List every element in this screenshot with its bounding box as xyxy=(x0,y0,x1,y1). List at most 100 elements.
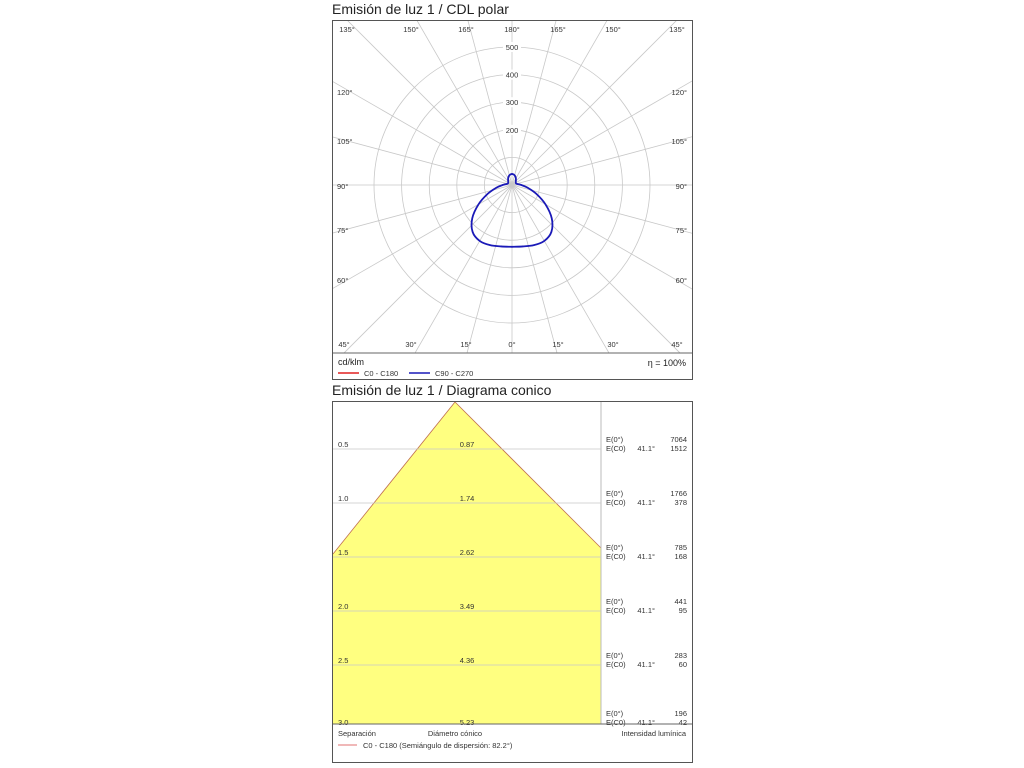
cone-e0-value: 196 xyxy=(674,709,687,718)
legend-label-c90-c270: C90 - C270 xyxy=(435,369,473,378)
polar-angle-label-top: 165° xyxy=(458,25,474,34)
polar-angle-label-bottom: 0° xyxy=(508,340,515,349)
polar-angle-label-top: 180° xyxy=(504,25,520,34)
cone-diagram-panel: 0.5 0.87 E(0°) E(C0) 41.1° 7064 1512 1.0 1.74 E(0… xyxy=(332,401,693,763)
polar-angle-label-bottom: 30° xyxy=(405,340,416,349)
cone-distance-label: 2.5 xyxy=(338,656,348,665)
cone-edge-right xyxy=(454,401,602,549)
cone-diameter-label: 4.36 xyxy=(460,656,475,665)
polar-angle-label-bottom: 45° xyxy=(338,340,349,349)
polar-spoke-315 xyxy=(228,184,513,469)
polar-radial-label-bg xyxy=(503,42,521,52)
cone-distance-label: 1.5 xyxy=(338,548,348,557)
cone-e0-value: 7064 xyxy=(670,435,687,444)
polar-radial-labels: 200 300 400 500 xyxy=(503,42,521,135)
cone-distance-label: 0.5 xyxy=(338,440,348,449)
cone-ec0-value: 168 xyxy=(674,552,687,561)
cone-e0-label: E(0°) xyxy=(606,489,624,498)
cone-ec0-value: 42 xyxy=(679,718,687,727)
polar-angle-label-bottom: 15° xyxy=(552,340,563,349)
cone-ec0-label: E(C0) xyxy=(606,498,626,507)
polar-angle-label-right: 120° xyxy=(671,88,687,97)
polar-angle-label-left: 105° xyxy=(337,137,353,146)
cone-footer-diameter: Diámetro cónico xyxy=(428,729,482,738)
cone-chart-title: Emisión de luz 1 / Diagrama conico xyxy=(332,382,552,398)
cone-e0-value: 1766 xyxy=(670,489,687,498)
polar-angle-label-top: 135° xyxy=(669,25,685,34)
polar-angle-label-bottom: 30° xyxy=(607,340,618,349)
polar-spoke-195 xyxy=(462,0,513,186)
polar-angle-label-right: 105° xyxy=(671,137,687,146)
cone-e0-value: 441 xyxy=(674,597,687,606)
cone-e0-label: E(0°) xyxy=(606,709,624,718)
polar-angle-label-bottom: 15° xyxy=(460,340,471,349)
cone-fill-area xyxy=(333,402,601,724)
cone-e0-value: 283 xyxy=(674,651,687,660)
cone-angle-label: 41.1° xyxy=(637,660,655,669)
cone-footer-intensity: Intensidad lumínica xyxy=(621,729,686,738)
polar-chart-svg: 135° 150° 165° 180° 165° 150° 135° 45° 30° 15° 0° 1… xyxy=(112,0,912,585)
cone-edge-left xyxy=(332,401,456,555)
polar-radial-label: 300 xyxy=(506,98,519,107)
polar-spoke-120 xyxy=(511,0,834,186)
cone-e0-label: E(0°) xyxy=(606,435,624,444)
polar-footer-mask xyxy=(333,353,692,383)
polar-spoke-345 xyxy=(408,184,513,572)
polar-curve-c90-c270 xyxy=(470,173,554,248)
cone-ec0-value: 1512 xyxy=(670,444,687,453)
polar-spoke-225 xyxy=(326,0,513,186)
cone-ec0-value: 60 xyxy=(679,660,687,669)
polar-radial-label: 200 xyxy=(506,126,519,135)
cone-angle-label: 41.1° xyxy=(637,498,655,507)
cone-ec0-label: E(C0) xyxy=(606,444,626,453)
cone-legend-label: C0 - C180 (Semiángulo de dispersión: 82.… xyxy=(363,741,513,750)
polar-angle-labels: 135° 150° 165° 180° 165° 150° 135° 45° 30° 15° 0° 1… xyxy=(337,25,687,349)
polar-curves xyxy=(470,173,554,248)
polar-radial-label: 500 xyxy=(506,43,519,52)
cone-ec0-label: E(C0) xyxy=(606,606,626,615)
polar-spoke-330 xyxy=(311,184,513,532)
cone-ec0-label: E(C0) xyxy=(606,660,626,669)
cone-distance-label: 3.0 xyxy=(338,718,348,727)
cone-angle-label: 41.1° xyxy=(637,606,655,615)
polar-radial-label-bg xyxy=(503,97,521,108)
polar-spoke-30 xyxy=(511,184,713,532)
polar-angle-label-bottom: 45° xyxy=(671,340,682,349)
polar-spoke-165 xyxy=(511,0,562,186)
cone-angle-label: 41.1° xyxy=(637,718,655,727)
cone-footer-separation: Separación xyxy=(338,729,376,738)
cone-ec0-label: E(C0) xyxy=(606,718,626,727)
polar-radial-label: 400 xyxy=(506,71,519,80)
cone-diameter-label: 1.74 xyxy=(460,494,475,503)
cone-ec0-label: E(C0) xyxy=(606,552,626,561)
polar-angle-label-right: 90° xyxy=(676,182,687,191)
cone-distance-label: 1.0 xyxy=(338,494,348,503)
cone-ec0-value: 378 xyxy=(674,498,687,507)
cone-e0-label: E(0°) xyxy=(606,651,624,660)
polar-spoke-240 xyxy=(190,0,513,186)
polar-spoke-45 xyxy=(511,184,796,469)
cone-e0-label: E(0°) xyxy=(606,543,624,552)
polar-spoke-150 xyxy=(511,0,620,186)
polar-spoke-210 xyxy=(404,0,513,186)
cone-distance-label: 2.0 xyxy=(338,602,348,611)
cone-diameter-label: 0.87 xyxy=(460,440,475,449)
cone-ec0-value: 95 xyxy=(679,606,687,615)
polar-spoke-60 xyxy=(511,184,859,386)
polar-chart-panel: 135° 150° 165° 180° 165° 150° 135° 45° 30° 15° 0° 1… xyxy=(112,0,912,585)
polar-angle-label-left: 120° xyxy=(337,88,353,97)
cone-e0-value: 785 xyxy=(674,543,687,552)
polar-angle-label-left: 60° xyxy=(337,276,348,285)
polar-unit-label: cd/klm xyxy=(338,357,364,367)
polar-angle-label-top: 165° xyxy=(550,25,566,34)
cone-e0-label: E(0°) xyxy=(606,597,624,606)
polar-angle-label-top: 150° xyxy=(605,25,621,34)
cone-diameter-label: 5.23 xyxy=(460,718,475,727)
polar-angle-label-left: 90° xyxy=(337,182,348,191)
cone-diameter-label: 2.62 xyxy=(460,548,475,557)
cone-angle-label: 41.1° xyxy=(637,444,655,453)
polar-angle-label-left: 75° xyxy=(337,226,348,235)
polar-efficiency-label: η = 100% xyxy=(648,358,686,368)
